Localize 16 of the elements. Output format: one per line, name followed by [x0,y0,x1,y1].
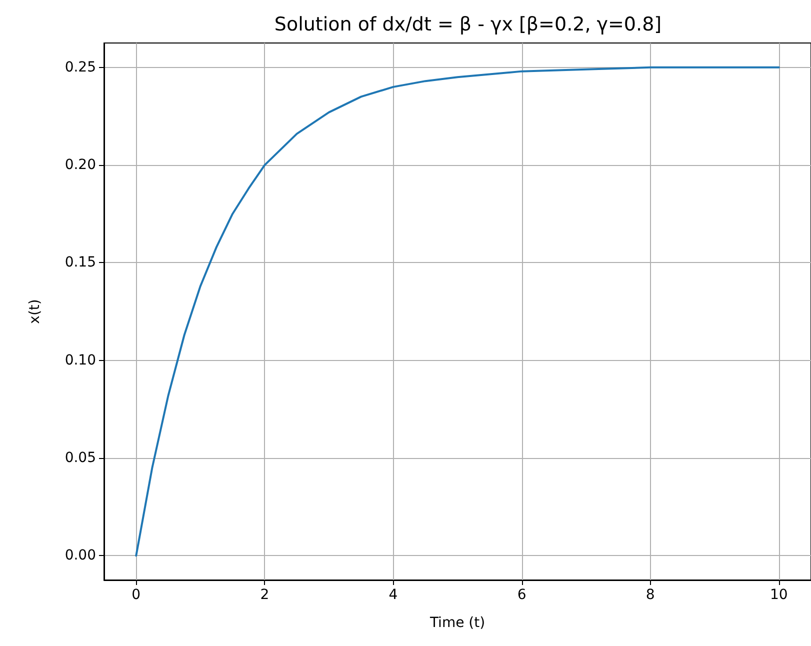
x-axis-title: Time (t) [428,615,486,631]
line-series [135,66,780,557]
x-tick-label: 8 [646,587,655,603]
x-tick-label: 0 [132,587,141,603]
y-axis-title: x(t) [27,299,43,324]
y-tick-label: 0.10 [64,352,96,368]
y-tick-label: 0.00 [64,548,96,564]
y-tick-label: 0.20 [64,157,96,174]
x-tick-label: 10 [770,587,788,603]
x-tick-label: 2 [260,587,270,603]
y-tick-label: 0.15 [64,254,96,271]
x-tick-label: 4 [388,587,398,603]
y-tick-label: 0.25 [64,59,96,76]
chart-title: Solution of dx/dt = β - γx [β=0.2, γ=0.8] [274,14,662,36]
y-tick-label: 0.05 [64,450,96,466]
x-tick-label: 6 [517,587,526,603]
